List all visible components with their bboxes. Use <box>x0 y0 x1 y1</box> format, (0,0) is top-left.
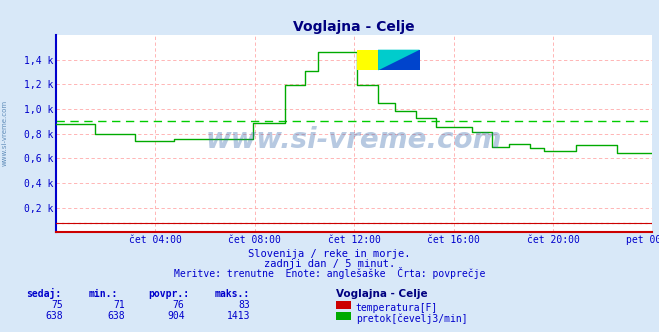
Polygon shape <box>378 50 420 70</box>
FancyBboxPatch shape <box>357 50 399 70</box>
FancyBboxPatch shape <box>378 50 420 70</box>
Text: 904: 904 <box>167 311 185 321</box>
Text: Meritve: trenutne  Enote: anglešaške  Črta: povprečje: Meritve: trenutne Enote: anglešaške Črta… <box>174 267 485 279</box>
Text: Slovenija / reke in morje.: Slovenija / reke in morje. <box>248 249 411 259</box>
Title: Voglajna - Celje: Voglajna - Celje <box>293 20 415 34</box>
Text: www.si-vreme.com: www.si-vreme.com <box>1 100 8 166</box>
Text: maks.:: maks.: <box>214 289 249 299</box>
Text: 71: 71 <box>113 300 125 310</box>
Text: 1413: 1413 <box>227 311 250 321</box>
Text: 638: 638 <box>107 311 125 321</box>
Text: 83: 83 <box>239 300 250 310</box>
Text: zadnji dan / 5 minut.: zadnji dan / 5 minut. <box>264 259 395 269</box>
Text: www.si-vreme.com: www.si-vreme.com <box>206 125 502 154</box>
Text: min.:: min.: <box>89 289 119 299</box>
Text: 76: 76 <box>173 300 185 310</box>
Text: pretok[čevelj3/min]: pretok[čevelj3/min] <box>356 313 467 324</box>
Text: Voglajna - Celje: Voglajna - Celje <box>336 289 428 299</box>
Text: 638: 638 <box>45 311 63 321</box>
Text: sedaj:: sedaj: <box>26 288 61 299</box>
Text: temperatura[F]: temperatura[F] <box>356 303 438 313</box>
Text: 75: 75 <box>51 300 63 310</box>
Text: povpr.:: povpr.: <box>148 289 189 299</box>
